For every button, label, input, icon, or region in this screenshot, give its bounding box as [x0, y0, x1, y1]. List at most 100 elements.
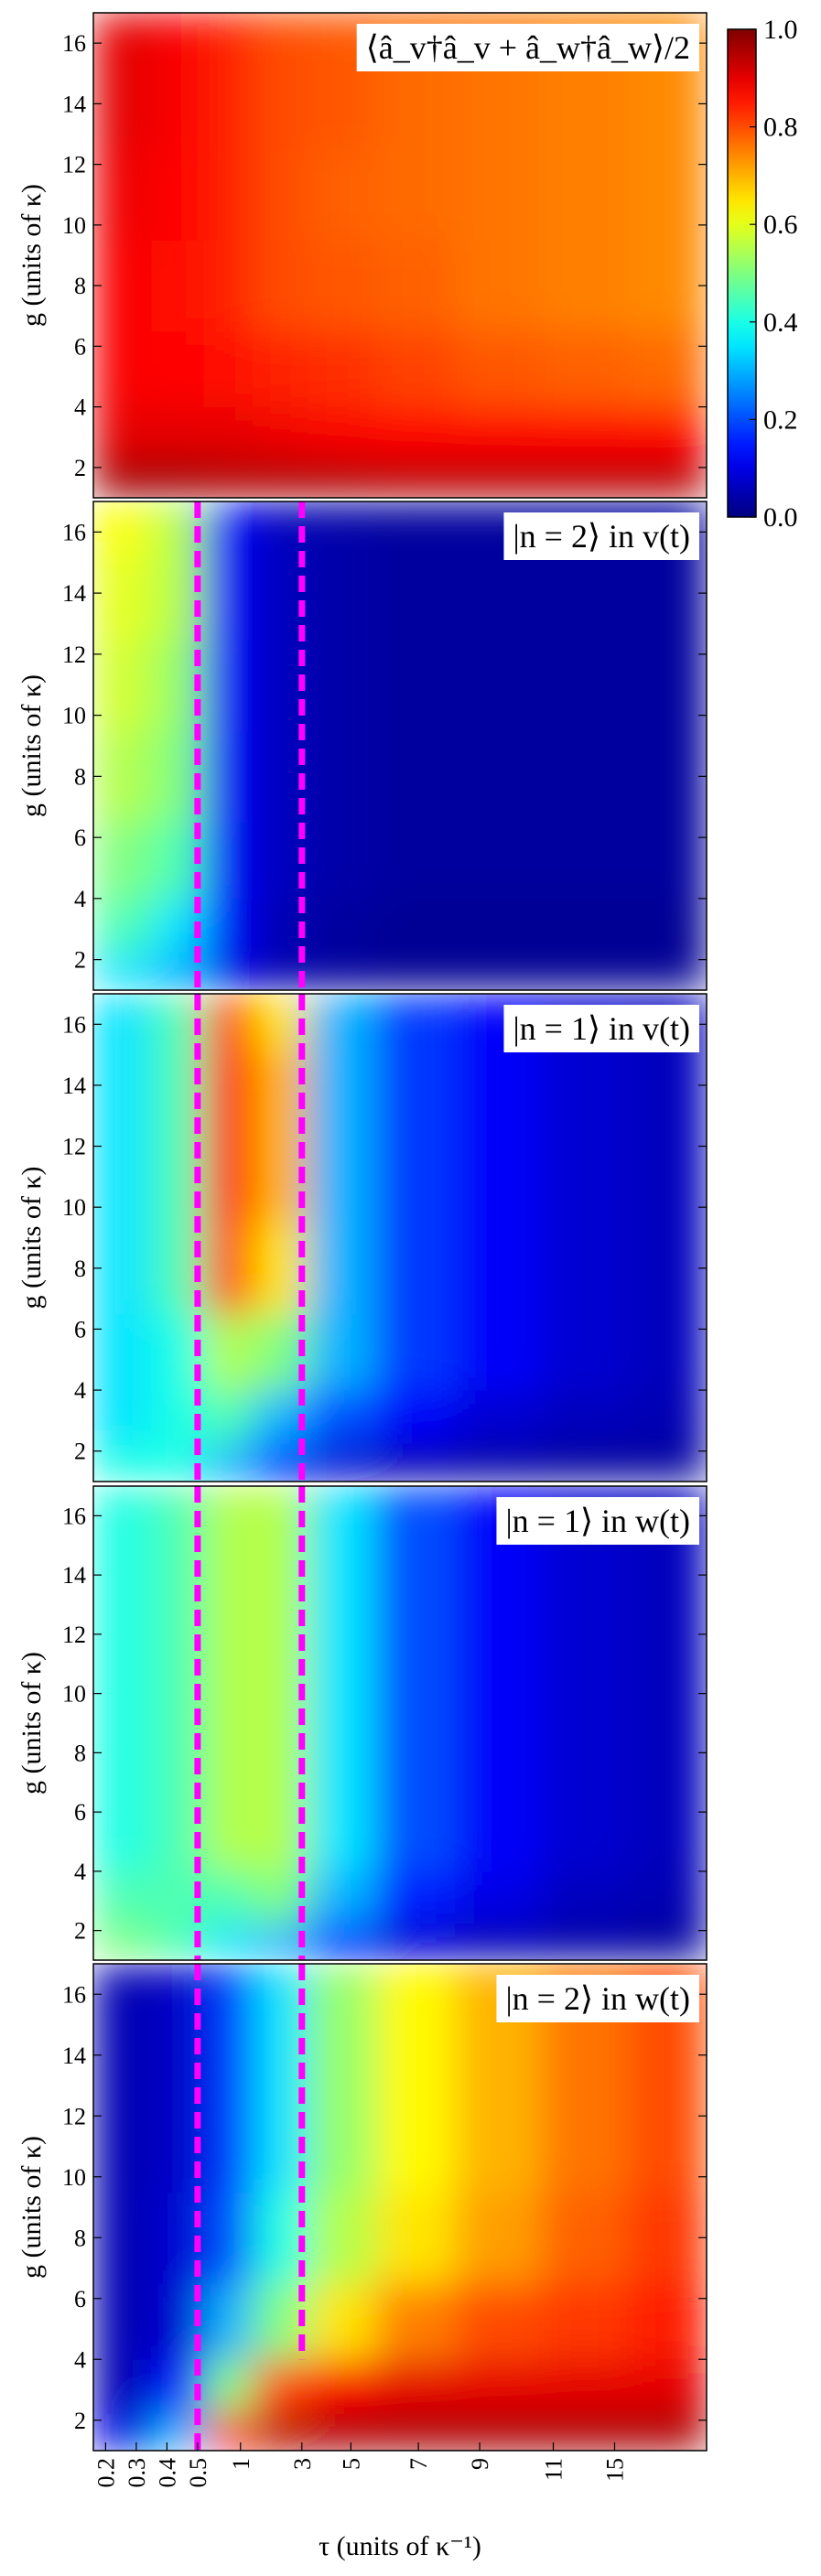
heatmap-cell	[308, 952, 376, 990]
heatmap-cell	[308, 1708, 376, 1798]
y-axis-label: g (units of κ)	[16, 1652, 47, 1795]
heatmap-cell	[93, 639, 153, 731]
heatmap-cell	[308, 1870, 376, 1924]
x-tick-label: 1	[228, 2458, 254, 2470]
heatmap-cell	[93, 149, 153, 241]
heatmap-cell	[455, 2283, 542, 2360]
heatmap-cell	[308, 730, 376, 823]
heatmap-cell	[455, 1390, 542, 1444]
heatmap-cell	[93, 2359, 153, 2413]
y-tick-label: 16	[62, 1011, 86, 1038]
heatmap-cell	[541, 2017, 628, 2102]
heatmap-cell	[375, 406, 456, 461]
heatmap-cell	[93, 13, 153, 67]
y-tick-label: 6	[74, 1799, 86, 1826]
heatmap-cell	[203, 2017, 254, 2102]
heatmap-cell	[308, 1796, 376, 1872]
heatmap-cell	[375, 639, 456, 731]
heatmap-cell	[203, 898, 254, 953]
heatmap-cell	[93, 1222, 153, 1315]
heatmap-cell	[541, 1923, 628, 1960]
heatmap-cell	[541, 1619, 628, 1709]
heatmap-cell	[375, 1537, 456, 1621]
heatmap-cell	[93, 898, 153, 953]
heatmap-panel	[93, 994, 707, 1482]
heatmap-cell	[151, 65, 205, 150]
heatmap-cell	[93, 952, 153, 990]
heatmap-cell	[203, 1390, 254, 1444]
heatmap-cell	[308, 1923, 376, 1960]
heatmap-cells	[93, 1486, 707, 1960]
y-tick-label: 16	[62, 519, 86, 545]
heatmap-cell	[375, 994, 456, 1048]
heatmap-cell	[541, 1443, 628, 1482]
y-tick-label: 8	[74, 2225, 86, 2251]
y-tick-label: 6	[74, 1316, 86, 1342]
heatmap-cell	[541, 1222, 628, 1315]
heatmap-cell	[253, 406, 308, 461]
y-tick-label: 14	[62, 580, 86, 607]
heatmap-cell	[626, 952, 707, 990]
heatmap-cell	[541, 1390, 628, 1444]
heatmap-cell	[203, 2412, 254, 2451]
heatmap-cell	[308, 2100, 376, 2193]
heatmap-cell	[151, 240, 205, 332]
heatmap-cell	[626, 149, 707, 241]
heatmap-cell	[375, 501, 456, 555]
heatmap-cell	[541, 952, 628, 990]
heatmap-cell	[308, 898, 376, 953]
y-tick-label: 2	[74, 1439, 86, 1465]
y-axis-label: g (units of κ)	[16, 1167, 47, 1310]
heatmap-cell	[308, 1390, 376, 1444]
heatmap-cell	[93, 822, 153, 900]
heatmap-cell	[455, 2359, 542, 2413]
panel-title: |n = 1⟩ in v(t)	[513, 1010, 690, 1047]
x-tick-label: 0.2	[92, 2458, 119, 2488]
heatmap-cell	[455, 459, 542, 498]
heatmap-cell	[626, 1047, 707, 1132]
heatmap-cell	[203, 2192, 254, 2284]
heatmap-cell	[375, 240, 456, 332]
heatmap-cell	[541, 1130, 628, 1223]
heatmap-cell	[308, 1222, 376, 1315]
heatmap-cell	[375, 1313, 456, 1391]
y-tick-label: 10	[62, 703, 86, 729]
y-tick-label: 4	[74, 1377, 86, 1404]
heatmap-cell	[253, 2359, 308, 2413]
colorbar-tick-label: 0.2	[763, 404, 798, 435]
y-tick-label: 12	[62, 152, 86, 178]
heatmap-cell	[455, 65, 542, 150]
heatmap-cell	[93, 2283, 153, 2360]
heatmap-cell	[308, 406, 376, 461]
y-tick-label: 8	[74, 1740, 86, 1766]
heatmap-cell	[93, 2192, 153, 2284]
heatmap-cell	[93, 1964, 153, 2018]
heatmap-cell	[308, 1130, 376, 1223]
heatmap-cell	[203, 1796, 254, 1872]
heatmap-cell	[203, 1870, 254, 1924]
heatmap-cells	[93, 13, 707, 498]
heatmap-cell	[203, 555, 254, 640]
y-tick-label: 8	[74, 273, 86, 299]
colorbar-tick-label: 0.8	[763, 113, 798, 143]
heatmap-cell	[93, 1047, 153, 1132]
title-box	[356, 24, 699, 71]
heatmap-cell	[253, 459, 308, 498]
colorbar-tick-label: 0.0	[763, 502, 798, 533]
colorbar-tick-label: 0.6	[763, 210, 798, 240]
y-axis-label: g (units of κ)	[16, 184, 47, 327]
heatmap-cell	[541, 406, 628, 461]
heatmap-cell	[308, 1619, 376, 1709]
plot-frame	[92, 12, 708, 499]
y-tick-label: 12	[62, 1622, 86, 1648]
heatmap-cell	[455, 330, 542, 408]
heatmap-cell	[541, 555, 628, 640]
heatmap-cell	[455, 639, 542, 731]
heatmap-cell	[308, 501, 376, 555]
x-tick-label: 0.5	[185, 2458, 211, 2488]
x-tick-label: 0.4	[154, 2458, 180, 2488]
heatmap-cell	[455, 1923, 542, 1960]
heatmap-cell	[93, 1313, 153, 1391]
heatmap-cell	[626, 1796, 707, 1872]
